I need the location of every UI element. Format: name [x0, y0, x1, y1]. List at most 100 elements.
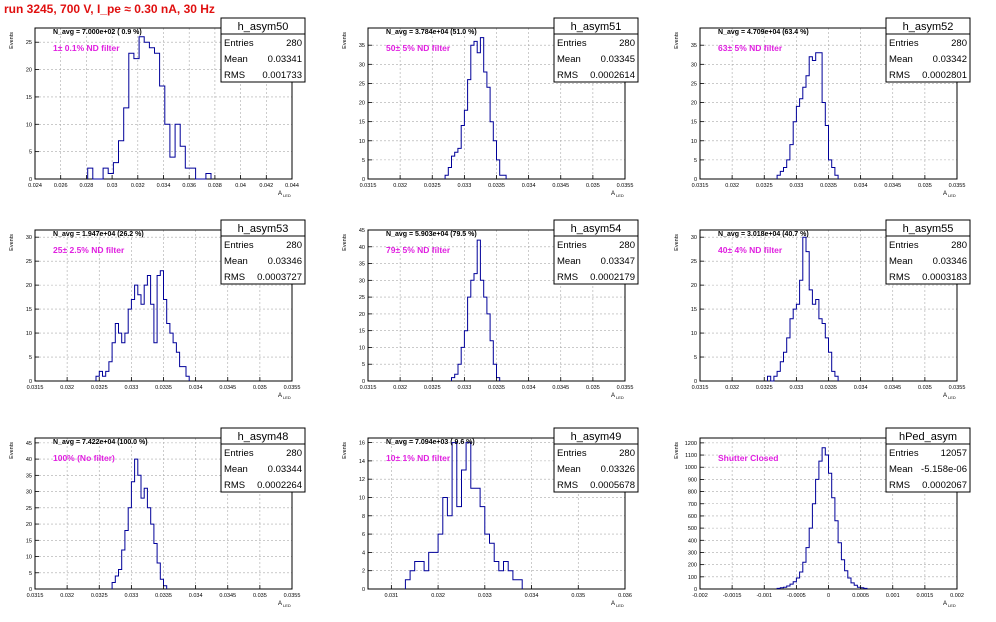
y-tick-label: 20 [26, 68, 32, 74]
x-tick-label: 0.034 [854, 385, 868, 391]
y-tick-label: 5 [29, 571, 32, 577]
x-axis-label: A [943, 601, 947, 607]
x-tick-label: 0.0325 [756, 183, 773, 189]
histogram-panel: 0.031 0.032 0.033 0.034 0.035 0.036 0 2 4 6 8 10 12 1… [342, 427, 639, 608]
y-tick-label: 1100 [685, 453, 697, 459]
x-tick-label: 0.034 [522, 385, 536, 391]
x-tick-label: 0.034 [189, 385, 203, 391]
y-tick-label: 0 [694, 587, 697, 593]
y-tick-label: 12 [359, 477, 365, 483]
stats-label: Mean [224, 54, 248, 65]
x-tick-label: 0.0355 [949, 385, 966, 391]
y-tick-label: 40 [359, 245, 365, 251]
histogram-title: h_asym55 [903, 223, 954, 235]
stats-value: 0.0002614 [590, 70, 635, 81]
y-axis-label: Events [674, 234, 680, 251]
y-tick-label: 5 [362, 362, 365, 368]
y-tick-label: 0 [29, 177, 32, 183]
histogram-title: h_asym48 [238, 431, 289, 443]
y-tick-label: 600 [688, 514, 697, 520]
x-tick-label: 0.033 [789, 183, 803, 189]
x-tick-label: 0.001 [886, 593, 900, 599]
stats-value: 0.03341 [268, 54, 302, 65]
y-tick-label: 14 [359, 459, 365, 465]
x-tick-label: 0.033 [124, 593, 138, 599]
x-tick-label: 0.0335 [820, 183, 837, 189]
y-tick-label: 20 [691, 283, 697, 289]
histogram-panel: 0.0315 0.032 0.0325 0.033 0.0335 0.034 0.0345 0… [342, 219, 639, 400]
stats-label: Entries [557, 38, 587, 49]
stats-value: 0.03345 [601, 54, 635, 65]
y-tick-label: 8 [362, 514, 365, 520]
navg-annotation: N_avg = 3.018e+04 (40.7 %) [718, 231, 809, 238]
stats-label: Mean [889, 54, 913, 65]
histogram-series [87, 36, 212, 180]
y-tick-label: 15 [26, 307, 32, 313]
x-axis-label-subscript: LED [616, 193, 624, 198]
y-tick-label: 15 [359, 329, 365, 335]
x-tick-label: 0.032 [725, 385, 739, 391]
stats-label: RMS [889, 480, 910, 491]
stats-value: 280 [951, 38, 967, 49]
navg-annotation: N_avg = 7.422e+04 (100.0 %) [53, 439, 148, 446]
x-tick-label: -0.0015 [723, 593, 742, 599]
navg-annotation: N_avg = 4.709e+04 (63.4 %) [718, 29, 809, 36]
x-tick-label: 0.0005 [852, 593, 869, 599]
stats-label: Entries [889, 448, 919, 459]
x-axis-label: A [611, 393, 615, 399]
x-tick-label: 0.035 [586, 385, 600, 391]
y-tick-label: 15 [691, 307, 697, 313]
y-tick-label: 100 [688, 575, 697, 581]
x-tick-label: 0.032 [131, 183, 145, 189]
y-tick-label: 25 [26, 259, 32, 265]
x-tick-label: 0.033 [124, 385, 138, 391]
x-tick-label: 0.0325 [91, 593, 108, 599]
histogram-series [111, 458, 168, 589]
y-tick-label: 0 [362, 587, 365, 593]
y-tick-label: 5 [694, 355, 697, 361]
y-tick-label: 900 [688, 477, 697, 483]
y-tick-label: 1200 [685, 441, 697, 447]
y-tick-label: 10 [359, 139, 365, 145]
run-title: run 3245, 700 V, I_pe ≈ 0.30 nA, 30 Hz [4, 2, 215, 16]
x-tick-label: 0.0015 [916, 593, 933, 599]
y-tick-label: 0 [362, 177, 365, 183]
y-tick-label: 800 [688, 490, 697, 496]
stats-value: 280 [619, 448, 635, 459]
x-tick-label: 0.035 [918, 385, 932, 391]
y-axis-label: Events [342, 32, 348, 49]
y-axis-label: Events [674, 32, 680, 49]
filter-annotation: Shutter Closed [718, 453, 778, 463]
x-tick-label: 0.034 [157, 183, 171, 189]
y-tick-label: 200 [688, 563, 697, 569]
histogram-title: hPed_asym [899, 431, 957, 443]
stats-label: Mean [889, 256, 913, 267]
stats-value: 280 [951, 240, 967, 251]
stats-label: RMS [557, 480, 578, 491]
y-tick-label: 10 [359, 345, 365, 351]
y-tick-label: 10 [359, 495, 365, 501]
x-tick-label: 0.0315 [692, 385, 709, 391]
y-tick-label: 5 [29, 150, 32, 156]
stats-label: Entries [557, 448, 587, 459]
x-tick-label: 0.0335 [155, 593, 172, 599]
y-axis-label: Events [9, 442, 15, 459]
stats-value: 280 [619, 38, 635, 49]
x-tick-label: 0.0325 [424, 183, 441, 189]
stats-box [553, 17, 639, 83]
x-tick-label: 0.0345 [884, 385, 901, 391]
x-tick-label: 0.0325 [756, 385, 773, 391]
y-tick-label: 10 [691, 139, 697, 145]
stats-label: Mean [224, 256, 248, 267]
x-tick-label: 0.032 [60, 593, 74, 599]
y-tick-label: 500 [688, 526, 697, 532]
histogram-title: h_asym50 [238, 21, 289, 33]
y-tick-label: 20 [26, 522, 32, 528]
plot-frame [367, 437, 626, 590]
y-tick-label: 30 [26, 235, 32, 241]
y-tick-label: 0 [29, 587, 32, 593]
x-tick-label: 0.0345 [219, 385, 236, 391]
y-tick-label: 0 [29, 379, 32, 385]
stats-value: 0.03342 [933, 54, 967, 65]
